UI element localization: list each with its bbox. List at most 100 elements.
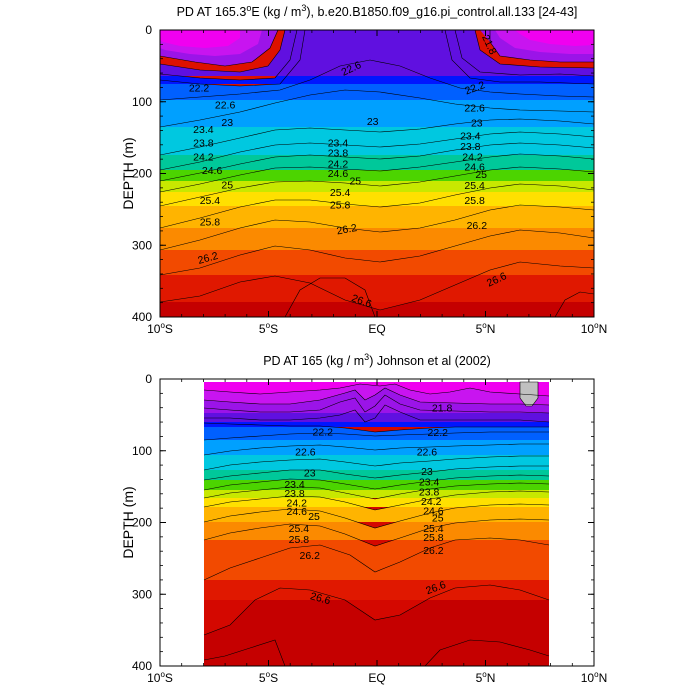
observation-panel: PD AT 165 (kg / m3) Johnson et al (2002) [120,352,607,685]
obs-band-26-6 [204,585,549,666]
model-contour-24-6 [160,153,594,193]
model-contour-22-2 [160,30,594,87]
observation-contour-label: 25 [432,512,444,524]
obs-contour-24-2 [203,474,550,491]
model-contour-27-lower [554,291,594,317]
obs-contour-23-4 [203,455,549,471]
model-contour-24-2 [160,142,594,182]
model-contour-25-4 [160,183,594,229]
model-contour-label: 24.2 [193,151,214,163]
observation-contour-label: 21.8 [432,403,453,415]
observation-contour-label: 24.2 [286,497,307,509]
model-contour-label: 26.2 [467,220,488,232]
observation-y-tick-label: 300 [132,587,152,601]
model-x-tick-label: EQ [368,322,385,336]
observation-contour-label: 22.2 [313,426,334,438]
model-band-21 [160,30,594,66]
model-contour-26-2 [160,229,594,276]
observation-contour-label: 23.8 [284,488,305,500]
observation-contour-label: 22.6 [417,446,438,458]
obs-contour-25 [203,490,550,511]
observation-contour-lines [203,383,550,666]
observation-contour-label: 26.2 [300,550,321,562]
model-contour-label: 23 [221,117,233,129]
observation-contour-label: 25.4 [423,523,444,535]
model-contour-label: 22.2 [189,82,210,94]
observation-contour-label: 22.6 [295,446,316,458]
observation-contour-label: 22.2 [428,427,449,439]
obs-contour-27-right [424,639,550,666]
model-title: PD AT 165.3oE (kg / m3), b.e20.B1850.f09… [177,3,578,19]
obs-contour-20-6 [203,383,550,397]
model-contour-label: 23.8 [328,148,349,160]
observation-y-tick-label: 400 [132,659,152,673]
model-x-tick-label: 5oN [476,321,496,336]
model-x-tick-label: 10oS [147,321,173,336]
model-y-tick-label: 300 [132,238,152,252]
model-contour-label: 23.4 [460,130,481,142]
observation-x-tick-label: 5oS [259,670,278,685]
model-contour-23-8 [160,131,594,171]
obs-contour-21-4 [203,394,550,414]
model-contour-label: 22.6 [464,102,485,114]
observation-contour-label: 24.6 [423,505,444,517]
model-axis-ticks: 10oS 5oS EQ 5oN 10oN 0 100 200 300 400 [132,23,607,336]
obs-contour-22-2 [203,422,549,433]
observation-y-tick-label: 100 [132,444,152,458]
obs-contour-22-6 [203,431,549,441]
model-contour-label: 24.2 [462,151,483,163]
model-contour-label: 25.4 [200,195,221,207]
observation-contour-label: 25.8 [423,532,444,544]
observation-contour-label: 24.2 [421,496,442,508]
obs-contour-23-8 [203,465,549,481]
observation-contour-label: 23.4 [284,479,305,491]
model-contour-23 [160,89,594,128]
model-y-tick-label: 100 [132,95,152,109]
model-y-tick-label: 400 [132,310,152,324]
observation-contour-label: 25.4 [289,523,310,535]
model-contour-label: 26.2 [197,250,220,267]
model-contour-label: 25 [221,179,233,191]
model-contour-field [160,30,594,317]
model-contour-25-8 [160,204,594,251]
observation-contour-label: 23.8 [419,487,440,499]
model-contour-label: 25 [475,169,487,181]
model-contour-label: 22.6 [215,100,236,112]
model-contour-label: 24.6 [202,165,223,177]
obs-contour-21 [203,387,550,406]
obs-contour-25-8 [203,518,550,547]
model-contour-label: 25.8 [464,195,485,207]
obs-contour-26-2 [203,537,550,581]
model-contour-23-4 [160,118,594,156]
observation-y-tick-label: 0 [145,372,152,386]
observation-y-axis-label: DEPTH (m) [120,486,136,558]
obs-contour-25-4 [203,503,550,529]
observation-data-region [204,381,549,666]
observation-x-tick-label: 10oN [581,670,607,685]
model-contour-label: 25.4 [464,180,485,192]
obs-missing-patch [519,381,539,407]
model-contour-label: 23.4 [193,124,214,136]
obs-contour-23 [203,443,549,456]
model-contour-lines [160,30,594,317]
obs-contour-24-6 [203,482,550,500]
observation-contour-label: 23.4 [419,477,440,489]
model-contour-21-4 [160,30,594,73]
model-x-tick-label: 10oN [581,321,607,336]
model-x-tick-label: 5oS [259,321,278,336]
model-contour-label: 24.6 [328,168,349,180]
model-contour-label: 25 [349,176,361,188]
model-contour-label: 26.2 [336,222,358,237]
model-contour-label: 23.4 [328,138,349,150]
obs-contour-26-6 [203,584,550,636]
observation-x-tick-label: 5oN [476,670,496,685]
observation-contour-field [203,381,550,666]
obs-contour-21-8 [204,404,550,423]
model-contour-labels: 21.822.2 22.222.622.6 22.623 23 2323.423.423… [189,33,509,311]
observation-contour-label: 25 [308,511,320,523]
model-contour-label: 24.2 [328,158,349,170]
observation-title: PD AT 165 (kg / m3) Johnson et al (2002) [263,352,491,368]
model-contour-label: 23 [367,116,379,128]
